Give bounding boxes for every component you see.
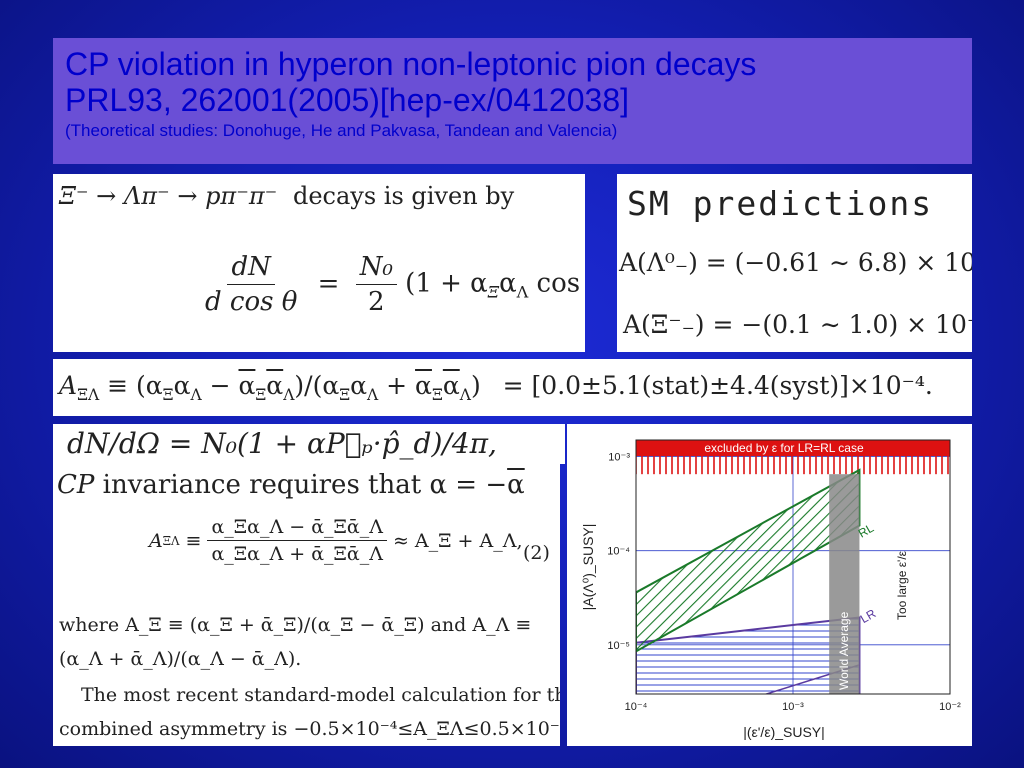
angular-distribution-panel: dN/dΩ = N₀(1 + αP⃗ₚ·p̂_d)/4π, <box>53 424 565 464</box>
decay-text: decays is given by <box>292 182 515 210</box>
equation-number: (2) <box>523 542 550 564</box>
asymmetry-subscript: ΞΛ <box>77 386 100 404</box>
x-tick-label: 10⁻⁴ <box>625 701 648 713</box>
y-tick-label: 10⁻⁴ <box>607 546 630 558</box>
eq-rhs-numerator: N₀ <box>355 252 397 285</box>
eq2-rhs: ≈ A_Ξ + A_Λ, <box>392 529 523 552</box>
slide-title: CP violation in hyperon non-leptonic pio… <box>65 46 757 82</box>
series-label-rl: RL <box>856 521 877 541</box>
asymmetry-symbol: A <box>59 371 78 400</box>
paragraph-line-2: combined asymmetry is −0.5×10⁻⁴≤A_ΞΛ≤0.5… <box>59 718 560 740</box>
y-tick-label: 10⁻⁵ <box>607 640 630 652</box>
where-line-1: where A_Ξ ≡ (α_Ξ + ᾱ_Ξ)/(α_Ξ − ᾱ_Ξ) and … <box>59 614 532 636</box>
chart-svg: 10⁻⁴ 10⁻³ 10⁻² 10⁻³ 10⁻⁴ 10⁻⁵ excluded by ε f… <box>580 439 961 740</box>
alpha-bar: α <box>507 470 525 500</box>
axis-ticks: 10⁻⁴ 10⁻³ 10⁻² 10⁻³ 10⁻⁴ 10⁻⁵ <box>607 452 961 713</box>
reference-line: PRL93, 262001(2005)[hep-ex/0412038] <box>65 82 629 118</box>
eq-sub-xi: Ξ <box>487 282 500 302</box>
plot-area <box>636 440 950 694</box>
cp-invariance-heading: CP invariance requires that α = −α <box>57 470 525 500</box>
title-box: CP violation in hyperon non-leptonic pio… <box>53 38 972 164</box>
eq-rhs-term: (1 + α <box>405 268 488 299</box>
eq2-lhs: A <box>149 529 163 552</box>
decay-equation: dN d cos θ = N₀ 2 (1 + αΞαΛ cos θ), <box>201 252 585 317</box>
eq-rhs-denominator: 2 <box>368 287 385 317</box>
sm-heading: SM predictions <box>627 184 934 223</box>
series-label-lr: LR <box>858 606 879 626</box>
cp-symbol: CP <box>57 470 95 500</box>
world-average-band <box>829 474 860 694</box>
sm-predictions-panel: SM predictions A(Λ⁰₋) = (−0.61 ∼ 6.8) × … <box>617 174 972 352</box>
band-rl <box>636 468 861 653</box>
world-average-label: World Average <box>837 611 851 690</box>
eq2-lhs-sub: ΞΛ <box>162 533 180 548</box>
eq-rhs-end: cos θ), <box>536 268 585 299</box>
eq2-equiv: ≡ <box>185 529 202 552</box>
cp-invariance-panel: CP invariance requires that α = −α A ΞΛ ≡… <box>53 464 560 746</box>
excluded-region-label: excluded by ε for LR=RL case <box>704 441 864 455</box>
eq-lhs-denominator: d cos θ <box>205 287 298 317</box>
cp-heading-text: invariance requires that α = − <box>94 470 508 500</box>
decay-chain: Ξ⁻ → Λπ⁻ → pπ⁻π⁻ <box>59 182 278 210</box>
theory-references: (Theoretical studies: Donohuge, He and P… <box>65 121 618 140</box>
too-large-label: Too large ε'/ε <box>895 550 909 620</box>
excluded-region-banner <box>636 440 950 456</box>
plot-frame <box>635 439 951 695</box>
paragraph-line-1: The most recent standard-model calculati… <box>81 684 560 706</box>
sm-prediction-lambda: A(Λ⁰₋) = (−0.61 ∼ 6.8) × 10⁻⁵, <box>619 248 972 277</box>
susy-asymmetry-chart: 10⁻⁴ 10⁻³ 10⁻² 10⁻³ 10⁻⁴ 10⁻⁵ excluded by ε f… <box>567 424 972 746</box>
eq2-numerator: α_Ξα_Λ − ᾱ_Ξᾱ_Λ <box>207 516 387 541</box>
measurement-panel: AΞΛ ≡ (αΞαΛ − αΞαΛ)/(αΞαΛ + αΞαΛ) = [0.0… <box>53 359 972 416</box>
decay-distribution-panel: Ξ⁻ → Λπ⁻ → pπ⁻π⁻ decays is given by dN d… <box>53 174 585 352</box>
lr-boundary-line <box>763 664 860 694</box>
combined-asymmetry-equation: A ΞΛ ≡ α_Ξα_Λ − ᾱ_Ξᾱ_Λ α_Ξα_Λ + ᾱ_Ξᾱ_Λ ≈ … <box>149 516 522 565</box>
y-axis-label: |A(Λ⁰)_SUSY| <box>580 524 596 611</box>
where-line-2: (α_Λ + ᾱ_Λ)/(α_Λ − ᾱ_Λ). <box>59 648 302 670</box>
sm-prediction-xi: A(Ξ⁻₋) = −(0.1 ∼ 1.0) × 10⁻⁵. <box>623 310 972 339</box>
y-tick-label: 10⁻³ <box>608 452 630 464</box>
measurement-result: = [0.0±5.1(stat)±4.4(syst)]×10⁻⁴. <box>502 371 933 400</box>
eq-lhs-numerator: dN <box>227 252 275 285</box>
sm-range-text: combined asymmetry is −0.5×10⁻⁴≤A_ΞΛ≤0.5… <box>59 718 560 740</box>
eq2-denominator: α_Ξα_Λ + ᾱ_Ξᾱ_Λ <box>211 543 383 565</box>
asymmetry-definition: ≡ (αΞαΛ − αΞαΛ)/(αΞαΛ + αΞαΛ) <box>107 371 481 404</box>
x-axis-label: |(ε'/ε)_SUSY| <box>743 724 825 740</box>
eq-alpha: α <box>499 268 517 299</box>
angular-formula: dN/dΩ = N₀(1 + αP⃗ₚ·p̂_d)/4π, <box>67 427 497 460</box>
x-tick-label: 10⁻² <box>939 701 961 713</box>
eq-sub-lambda: Λ <box>516 282 529 302</box>
x-tick-label: 10⁻³ <box>782 701 804 713</box>
